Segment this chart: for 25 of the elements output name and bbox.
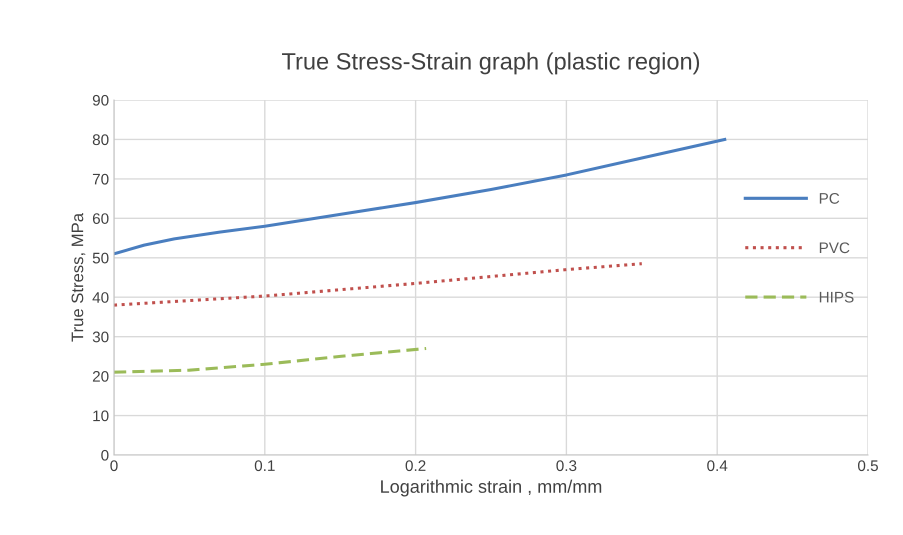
x-tick-label: 0.3: [556, 460, 576, 472]
y-tick-label: 70: [92, 174, 109, 185]
y-tick-label: 60: [92, 213, 109, 224]
y-tick-label: 90: [92, 94, 109, 106]
line-series: [114, 262, 644, 307]
y-tick-label: 80: [92, 134, 109, 146]
x-tick-label: 0: [110, 460, 118, 472]
line-series: [114, 138, 726, 256]
line-series: [114, 346, 428, 374]
x-tick-label: 0.2: [406, 460, 426, 472]
x-axis-title: Logarithmic strain , mm/mm: [381, 480, 602, 496]
chart-title: True Stress-Strain graph (plastic region): [282, 52, 700, 74]
y-axis-title: True Stress, MPa: [71, 212, 86, 342]
y-tick-label: 30: [92, 332, 109, 342]
y-tick-label: 10: [93, 410, 109, 422]
y-tick-label: 0: [101, 450, 109, 461]
legend-label: PVC: [820, 242, 850, 254]
x-tick-label: 0.5: [858, 460, 878, 472]
x-tick-label: 0.1: [254, 460, 275, 472]
y-tick-label: 40: [92, 292, 109, 303]
x-tick-label: 0.4: [707, 460, 728, 472]
legend-label: PC: [820, 193, 840, 204]
y-tick-label: 50: [92, 252, 109, 264]
legend-label: HIPS: [820, 292, 854, 303]
y-tick-label: 20: [92, 370, 109, 382]
